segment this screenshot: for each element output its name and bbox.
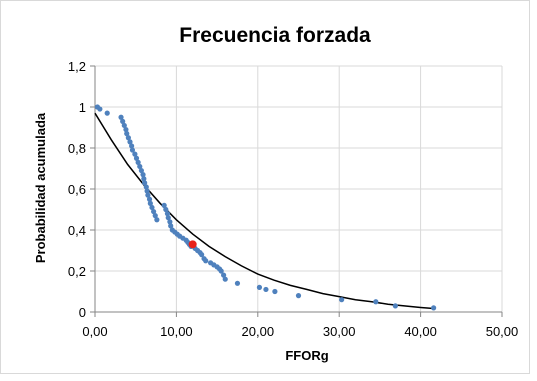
data-point	[263, 286, 269, 293]
data-point	[147, 200, 153, 206]
x-tick-label: 20,00	[242, 324, 275, 339]
data-point	[97, 106, 103, 112]
data-point	[256, 284, 263, 290]
y-tick-label: 0	[79, 305, 86, 320]
data-point	[142, 180, 148, 186]
data-point	[118, 114, 124, 120]
chart-title: Frecuencia forzada	[179, 24, 371, 47]
x-tick-label: 40,00	[404, 324, 437, 339]
data-point	[145, 192, 151, 198]
data-point	[164, 211, 171, 217]
data-point	[138, 167, 144, 174]
data-point	[140, 172, 146, 178]
data-point	[144, 188, 150, 194]
data-point	[373, 299, 379, 305]
data-point	[168, 223, 174, 229]
data-point	[392, 303, 398, 309]
axes	[90, 65, 503, 317]
data-point	[120, 118, 126, 124]
data-point	[221, 272, 227, 278]
y-tick-label: 0,6	[68, 182, 86, 197]
data-point	[163, 206, 169, 213]
data-point	[129, 143, 135, 149]
y-tick-label: 0,4	[68, 223, 86, 238]
fitted-curve	[94, 112, 434, 310]
data-point	[104, 110, 110, 116]
y-tick-label: 0,8	[68, 141, 86, 156]
scatter-points	[94, 104, 437, 311]
data-point	[199, 252, 205, 258]
data-point	[135, 159, 141, 165]
data-point	[218, 268, 224, 274]
data-point	[141, 176, 147, 182]
data-point	[222, 276, 228, 282]
data-point	[272, 288, 278, 295]
x-axis-title: FFORg	[285, 348, 328, 363]
data-point	[129, 147, 136, 153]
data-point	[203, 258, 209, 264]
data-point	[161, 202, 167, 208]
data-point	[431, 305, 437, 311]
data-point	[132, 151, 138, 157]
data-point	[125, 135, 131, 141]
y-tick-label: 1,2	[68, 59, 86, 74]
data-point	[143, 184, 149, 190]
data-point	[234, 280, 241, 286]
highlight-point	[188, 240, 197, 249]
gridlines	[95, 65, 503, 312]
data-point	[167, 219, 173, 225]
data-point	[123, 126, 129, 133]
y-axis-title: Probabilidad acumulada	[33, 112, 48, 263]
y-tick-label: 1	[79, 100, 86, 115]
data-point	[339, 297, 345, 303]
data-point	[133, 155, 140, 161]
data-point	[154, 217, 160, 223]
x-tick-label: 0,00	[82, 324, 107, 339]
x-tick-label: 50,00	[486, 324, 519, 339]
data-point	[152, 213, 158, 219]
data-point	[121, 122, 127, 129]
highlighted-data-point	[188, 240, 197, 249]
data-point	[127, 139, 133, 145]
data-point	[151, 208, 157, 215]
x-tick-label: 30,00	[323, 324, 356, 339]
data-point	[146, 196, 153, 202]
data-point	[165, 215, 171, 221]
tick-labels: 0,00 10,00 20,00 30,00 40,00 50,00 0 0,2 0,4 0,6 0…	[68, 59, 518, 339]
y-tick-label: 0,2	[68, 264, 86, 279]
x-tick-label: 10,00	[160, 324, 193, 339]
data-point	[124, 131, 130, 137]
data-point	[149, 204, 155, 211]
data-point	[137, 163, 143, 170]
data-point	[295, 293, 302, 299]
